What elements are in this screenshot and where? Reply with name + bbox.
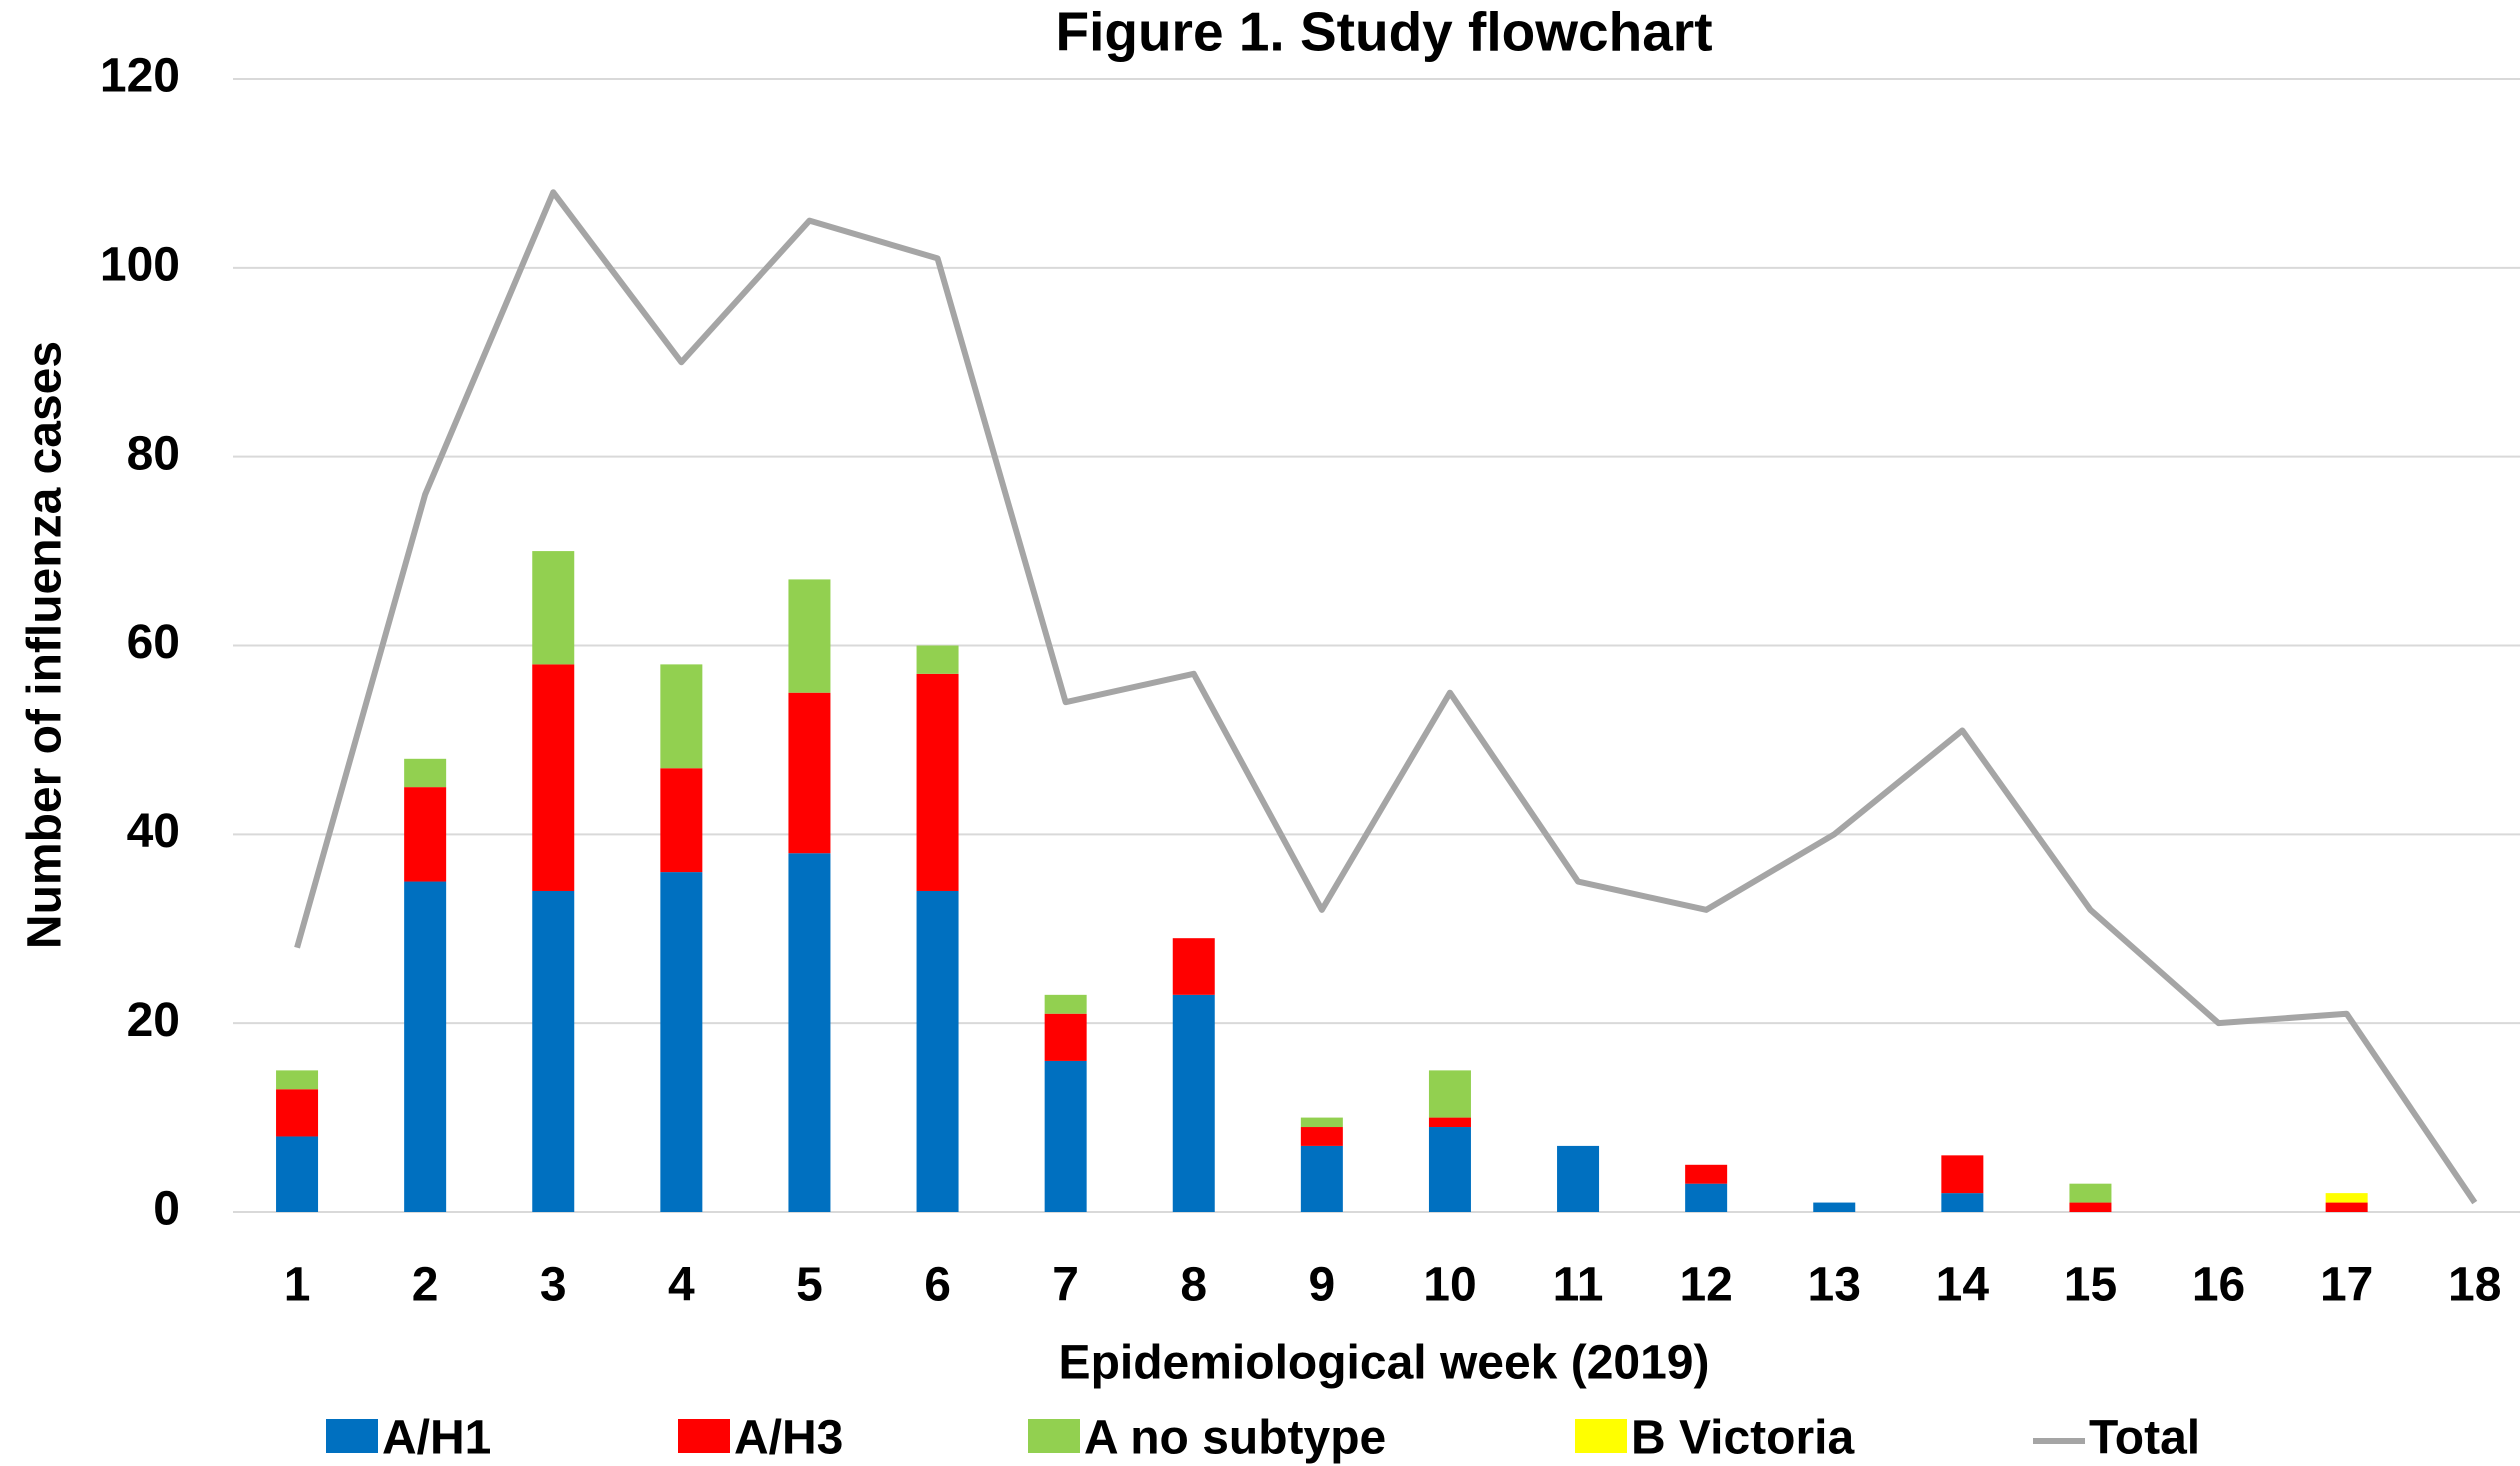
bar: [2069, 1202, 2112, 1212]
bar: [1813, 1202, 1856, 1212]
x-tick-label: 6: [924, 1259, 951, 1312]
y-tick-label: 120: [100, 50, 180, 103]
bar: [1300, 1145, 1343, 1212]
bar: [916, 673, 959, 891]
bar: [404, 787, 447, 882]
bar: [532, 664, 575, 891]
y-tick-label: 80: [127, 427, 180, 480]
bar: [2325, 1202, 2368, 1212]
legend-label: Total: [2089, 1412, 2200, 1465]
bar: [404, 758, 447, 788]
bar: [1172, 938, 1215, 995]
legend-swatch: [1575, 1419, 1627, 1453]
legend-swatch: [326, 1419, 378, 1453]
bar: [1557, 1145, 1600, 1212]
legend-label: A/H1: [382, 1412, 491, 1465]
bar: [1300, 1127, 1343, 1146]
bar: [788, 692, 831, 854]
bar: [1685, 1183, 1728, 1212]
bar: [2325, 1193, 2368, 1203]
legend-swatch: [1028, 1419, 1080, 1453]
bar: [916, 890, 959, 1212]
x-tick-label: 15: [2064, 1259, 2117, 1312]
bar: [404, 881, 447, 1212]
bar: [1044, 1013, 1087, 1061]
bar: [788, 853, 831, 1212]
bar: [788, 579, 831, 693]
legend-label: B Victoria: [1631, 1412, 1855, 1465]
x-tick-label: 5: [796, 1259, 823, 1312]
x-tick-label: 12: [1679, 1259, 1732, 1312]
legend-label: A no subtype: [1084, 1412, 1386, 1465]
y-tick-label: 40: [127, 805, 180, 858]
x-tick-label: 11: [1553, 1259, 1604, 1312]
bar: [1044, 994, 1087, 1014]
x-tick-label: 13: [1808, 1259, 1861, 1312]
x-tick-label: 2: [412, 1259, 439, 1312]
y-tick-label: 0: [153, 1183, 180, 1236]
chart-title: Figure 1. Study flowchart: [1055, 1, 1712, 63]
x-tick-label: 1: [284, 1259, 311, 1312]
bar: [2069, 1183, 2112, 1203]
y-tick-label: 100: [100, 239, 180, 292]
x-axis-title: Epidemiological week (2019): [1059, 1337, 1710, 1390]
bar: [276, 1070, 319, 1090]
bar: [660, 768, 703, 873]
x-tick-label: 17: [2320, 1259, 2373, 1312]
legend-label: A/H3: [734, 1412, 843, 1465]
bar: [1044, 1060, 1087, 1212]
x-tick-label: 10: [1423, 1259, 1476, 1312]
y-tick-label: 60: [127, 616, 180, 669]
y-axis-title: Number of influenza cases: [19, 341, 72, 949]
bar: [1172, 994, 1215, 1212]
bar: [660, 664, 703, 769]
bar: [532, 890, 575, 1212]
bar: [1685, 1164, 1728, 1184]
x-tick-label: 3: [540, 1259, 567, 1312]
x-tick-label: 14: [1936, 1259, 1990, 1312]
bar: [1941, 1155, 1984, 1194]
bar: [660, 872, 703, 1212]
x-tick-label: 7: [1052, 1259, 1079, 1312]
bar: [532, 551, 575, 665]
legend-swatch: [678, 1419, 730, 1453]
x-tick-label: 4: [668, 1259, 695, 1312]
bar: [276, 1089, 319, 1137]
bar: [1300, 1117, 1343, 1128]
bar: [1428, 1117, 1471, 1128]
y-tick-label: 20: [127, 994, 180, 1047]
bar: [916, 645, 959, 674]
x-tick-label: 9: [1308, 1259, 1335, 1312]
x-tick-label: 8: [1180, 1259, 1207, 1312]
bar: [276, 1136, 319, 1212]
bar: [1941, 1193, 1984, 1212]
x-tick-label: 18: [2448, 1259, 2501, 1312]
bar: [1428, 1127, 1471, 1212]
bar: [1428, 1070, 1471, 1118]
line: [294, 189, 2478, 1205]
x-tick-label: 16: [2192, 1259, 2245, 1312]
